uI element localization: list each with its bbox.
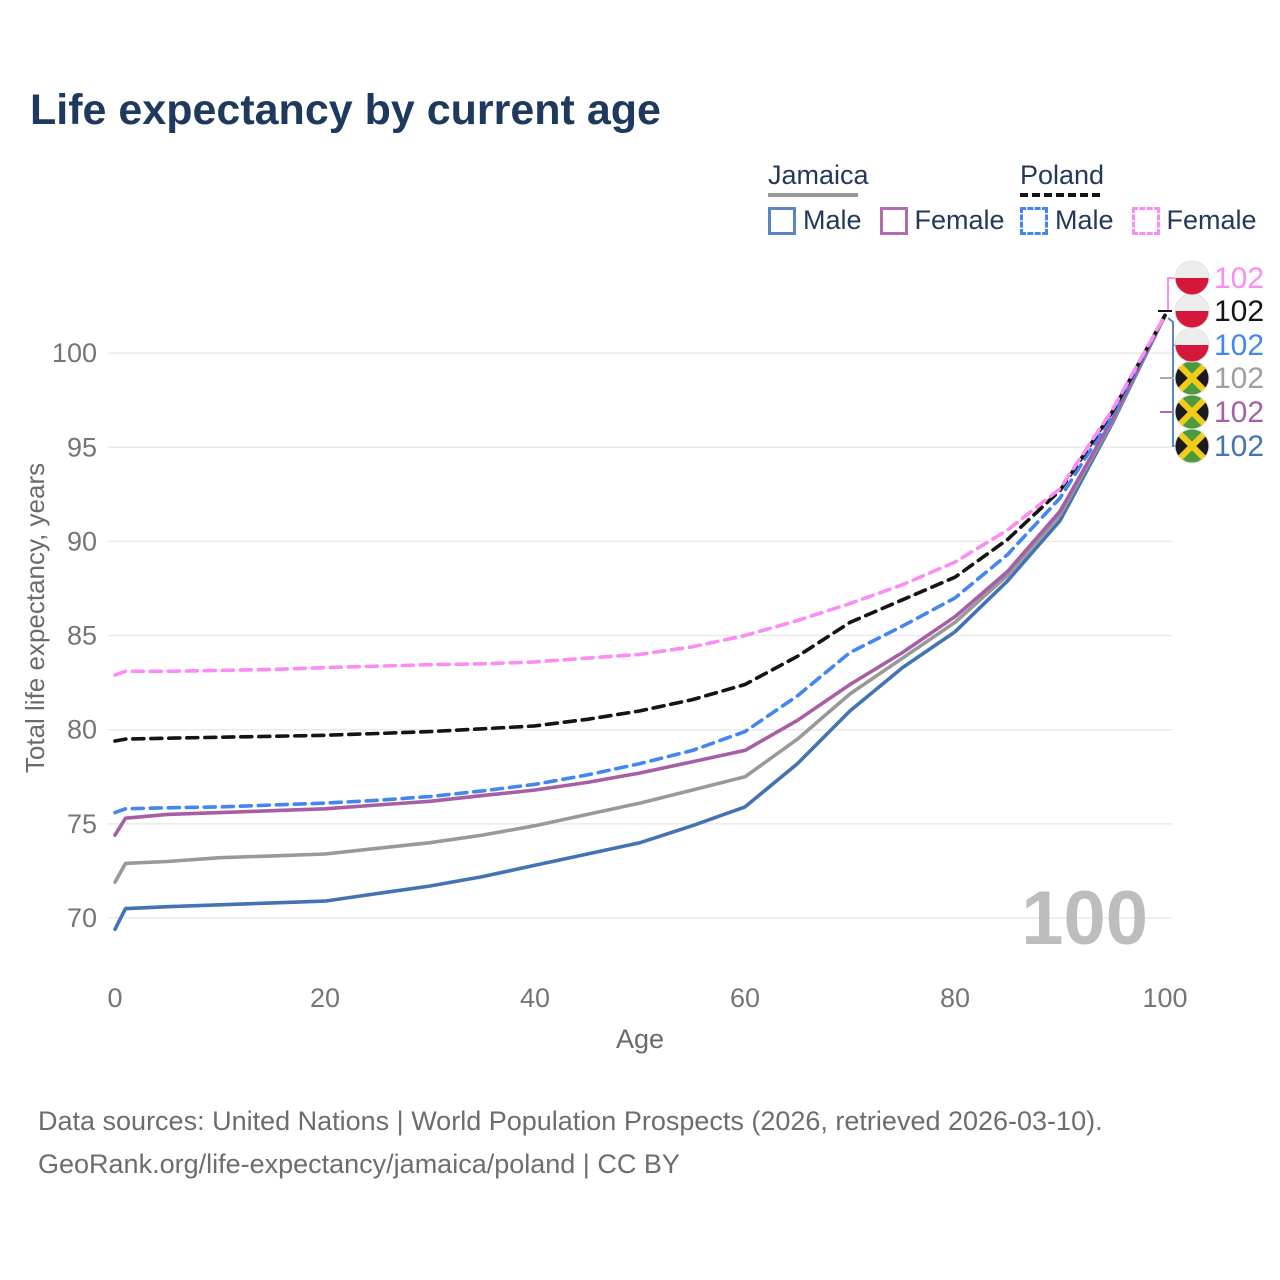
poland-flag-part bbox=[1175, 311, 1209, 328]
flag-icon-poland bbox=[1175, 328, 1209, 362]
legend-header-jamaica[interactable]: Jamaica bbox=[768, 160, 869, 190]
end-value-label-poland-male: 102 bbox=[1214, 329, 1264, 362]
poland-male-checkbox-icon[interactable] bbox=[1020, 206, 1048, 235]
jamaica-flag-part bbox=[1175, 395, 1192, 429]
y-tick-label-100: 100 bbox=[52, 338, 97, 368]
flag-icon-jamaica bbox=[1175, 395, 1209, 429]
jamaica-flag-part bbox=[1192, 395, 1209, 429]
legend-label-jamaica-male: Male bbox=[803, 205, 862, 235]
end-value-label-jamaica-male: 102 bbox=[1214, 430, 1264, 463]
series-line-jamaica-both-sexes bbox=[113, 313, 1167, 884]
poland-flag-part bbox=[1175, 278, 1209, 295]
end-value-label-poland-both-sexes: 102 bbox=[1214, 295, 1264, 328]
leader-line-jamaica-male bbox=[1167, 317, 1175, 447]
x-tick-label-80: 80 bbox=[940, 983, 970, 1013]
leader-line-poland-female bbox=[1167, 277, 1175, 310]
legend-label-poland-male: Male bbox=[1055, 205, 1114, 235]
jamaica-flag-part bbox=[1175, 429, 1192, 463]
legend-item-poland-male[interactable]: Male bbox=[1020, 205, 1114, 236]
flag-icon-poland bbox=[1175, 294, 1209, 328]
flag-icon-jamaica bbox=[1175, 361, 1209, 395]
jamaica-flag-part bbox=[1175, 395, 1209, 429]
series-line-poland-female bbox=[113, 313, 1167, 677]
jamaica-solid-line-sample bbox=[768, 193, 858, 197]
x-tick-label-40: 40 bbox=[520, 983, 550, 1013]
y-axis-title: Total life expectancy, years bbox=[20, 463, 50, 773]
legend-header-poland[interactable]: Poland bbox=[1020, 160, 1105, 190]
poland-flag-part bbox=[1175, 345, 1209, 362]
end-value-label-poland-female: 102 bbox=[1214, 262, 1264, 295]
jamaica-flag-part bbox=[1175, 361, 1209, 395]
series-line-jamaica-female bbox=[113, 313, 1167, 837]
jamaica-flag-part bbox=[1192, 361, 1209, 395]
flag-outline-jamaica bbox=[1174, 394, 1210, 430]
poland-flag-part bbox=[1175, 294, 1209, 311]
y-tick-label-90: 90 bbox=[67, 526, 97, 556]
jamaica-flag-part bbox=[1175, 429, 1209, 463]
y-tick-label-85: 85 bbox=[67, 621, 97, 651]
poland-flag-part bbox=[1175, 261, 1209, 278]
legend-label-jamaica-female: Female bbox=[914, 205, 1005, 235]
x-tick-label-100: 100 bbox=[1142, 983, 1187, 1013]
jamaica-flag-part bbox=[1192, 429, 1209, 463]
legend-label-poland-female: Female bbox=[1166, 205, 1257, 235]
x-axis-title: Age bbox=[616, 1024, 664, 1054]
y-tick-label-80: 80 bbox=[67, 715, 97, 745]
flag-icon-jamaica bbox=[1175, 429, 1209, 463]
jamaica-flag-part bbox=[1175, 361, 1192, 395]
series-line-jamaica-male bbox=[113, 313, 1167, 932]
footer: Data sources: United Nations | World Pop… bbox=[38, 1100, 1238, 1186]
legend-item-jamaica-female[interactable]: Female bbox=[879, 205, 1005, 236]
x-tick-label-60: 60 bbox=[730, 983, 760, 1013]
end-value-label-jamaica-both-sexes: 102 bbox=[1214, 362, 1264, 395]
flag-icon-poland bbox=[1175, 261, 1209, 295]
x-tick-label-20: 20 bbox=[310, 983, 340, 1013]
jamaica-male-checkbox-icon[interactable] bbox=[768, 206, 796, 235]
legend-item-poland-female[interactable]: Female bbox=[1131, 205, 1257, 236]
series-line-poland-both-sexes bbox=[113, 313, 1167, 743]
footer-data-sources: Data sources: United Nations | World Pop… bbox=[38, 1106, 1103, 1136]
footer-source-url: GeoRank.org/life-expectancy/jamaica/pola… bbox=[38, 1149, 680, 1179]
legend-group-jamaica: Jamaica Male Female bbox=[768, 160, 1005, 236]
legend-item-jamaica-male[interactable]: Male bbox=[768, 205, 862, 236]
legend-group-poland: Poland Male Female bbox=[1020, 160, 1257, 236]
y-tick-label-95: 95 bbox=[67, 432, 97, 462]
jamaica-female-checkbox-icon[interactable] bbox=[879, 206, 908, 235]
page-title: Life expectancy by current age bbox=[30, 86, 661, 134]
x-tick-label-0: 0 bbox=[107, 983, 122, 1013]
end-value-label-jamaica-female: 102 bbox=[1214, 396, 1264, 429]
watermark-age-counter: 100 bbox=[1021, 876, 1148, 961]
poland-dashed-line-sample bbox=[1020, 193, 1100, 197]
flag-outline-poland bbox=[1174, 260, 1210, 296]
poland-flag-part bbox=[1175, 328, 1209, 345]
y-tick-label-70: 70 bbox=[67, 903, 97, 933]
series-line-poland-male bbox=[113, 313, 1167, 815]
poland-female-checkbox-icon[interactable] bbox=[1131, 206, 1160, 235]
y-tick-label-75: 75 bbox=[67, 809, 97, 839]
